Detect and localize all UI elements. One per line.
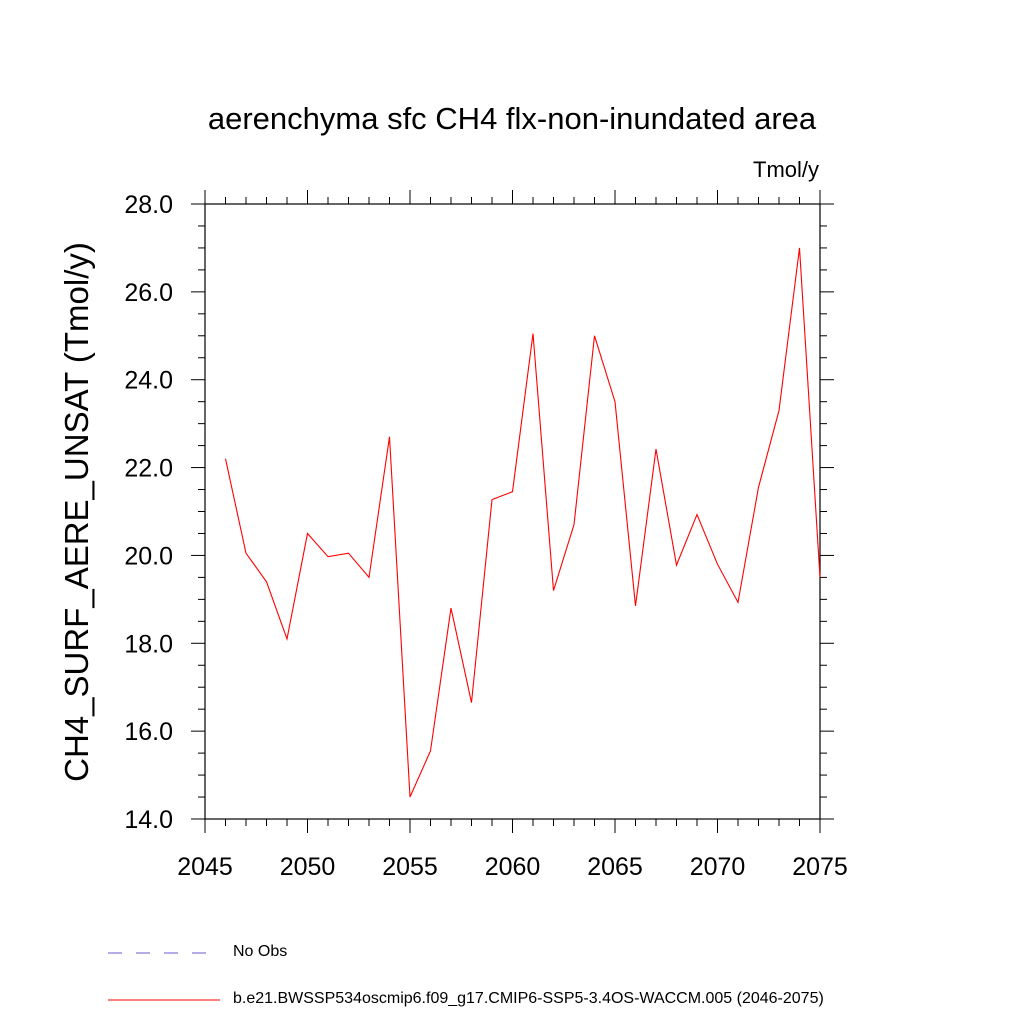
legend-label-no-obs: No Obs xyxy=(233,943,288,960)
y-tick-label: 22.0 xyxy=(124,455,173,483)
x-tick-label: 2060 xyxy=(485,853,541,881)
y-tick-label: 28.0 xyxy=(124,191,173,219)
x-tick-label: 2070 xyxy=(690,853,746,881)
units-label: Tmol/y xyxy=(753,157,819,182)
series-layer xyxy=(224,247,821,798)
y-tick-label: 18.0 xyxy=(124,630,173,658)
chart-title: aerenchyma sfc CH4 flx-non-inundated are… xyxy=(207,101,817,136)
legend-label-model-run: b.e21.BWSSP534oscmip6.f09_g17.CMIP6-SSP5… xyxy=(233,990,824,1007)
plot-frame xyxy=(204,203,821,820)
x-tick-label: 2050 xyxy=(280,853,336,881)
x-tick-label: 2045 xyxy=(177,853,233,881)
y-tick-label: 24.0 xyxy=(124,367,173,395)
tick-labels: 2045 2050 2055 2060 2065 2070 2075 14.0 16.0 18.0… xyxy=(124,191,847,881)
x-tick-label: 2055 xyxy=(382,853,438,881)
y-tick-label: 26.0 xyxy=(124,279,173,307)
x-tick-label: 2075 xyxy=(792,853,848,881)
y-tick-label: 16.0 xyxy=(124,718,173,746)
legend xyxy=(108,952,220,1001)
series-line-1 xyxy=(224,247,821,798)
y-tick-label: 20.0 xyxy=(124,542,173,570)
x-tick-label: 2065 xyxy=(587,853,643,881)
y-tick-label: 14.0 xyxy=(124,806,173,834)
tick-marks xyxy=(191,190,834,833)
